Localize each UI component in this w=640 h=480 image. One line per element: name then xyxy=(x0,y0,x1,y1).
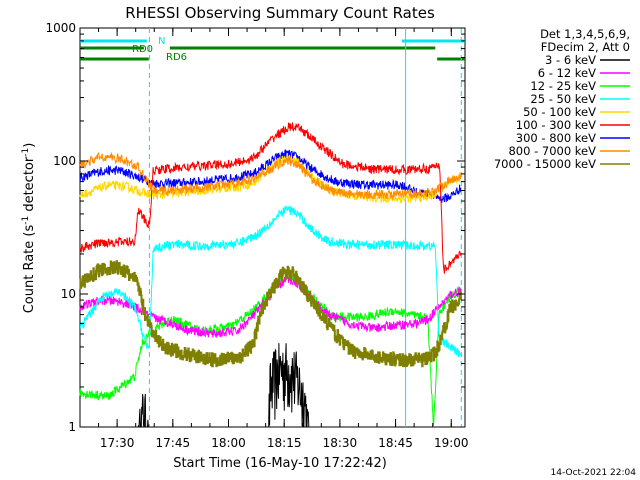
legend-label-8: 7000 - 15000 keV xyxy=(494,157,596,171)
legend: Det 1,3,4,5,6,9, FDecim 2, Att 0 3 - 6 k… xyxy=(494,27,630,171)
x-tick-label-3: 18:15 xyxy=(267,436,302,450)
x-tick-label-5: 18:45 xyxy=(378,436,413,450)
y-tick-label-2: 100 xyxy=(53,154,76,168)
series-layer xyxy=(79,122,462,428)
legend-label-4: 50 - 100 keV xyxy=(523,105,596,119)
plot-frame xyxy=(79,27,466,428)
y-tick-label-1: 10 xyxy=(61,287,76,301)
series-line-3 xyxy=(79,205,462,358)
x-tick-label-4: 18:30 xyxy=(323,436,358,450)
generation-timestamp: 14-Oct-2021 22:04 xyxy=(551,468,637,478)
legend-label-5: 100 - 300 keV xyxy=(516,118,596,132)
y-tick-label-0: 1 xyxy=(68,420,76,434)
legend-label-1: 6 - 12 keV xyxy=(538,66,596,80)
y-axis-label: Count Rate (s-1 detector-1) xyxy=(21,143,37,314)
rd6-flag-label: RD6 xyxy=(166,52,187,63)
x-axis-label: Start Time (16-May-10 17:22:42) xyxy=(173,456,387,471)
night-flag-label: N xyxy=(158,36,165,47)
x-tick-label-2: 18:00 xyxy=(211,436,246,450)
legend-label-0: 3 - 6 keV xyxy=(545,53,596,67)
legend-label-2: 12 - 25 keV xyxy=(530,79,596,93)
series-line-8 xyxy=(79,260,462,368)
x-tick-label-6: 19:00 xyxy=(434,436,469,450)
rd0-flag-label: RD0 xyxy=(132,44,153,55)
x-tick-label-1: 17:45 xyxy=(156,436,191,450)
legend-label-6: 300 - 800 keV xyxy=(516,131,596,145)
y-tick-label-3: 1000 xyxy=(45,21,76,35)
x-axis: 17:30 17:45 18:00 18:15 18:30 18:45 19:00 xyxy=(98,28,469,450)
legend-header-2: FDecim 2, Att 0 xyxy=(541,40,630,54)
x-tick-label-0: 17:30 xyxy=(100,436,135,450)
series-line-5 xyxy=(79,122,462,274)
legend-header-1: Det 1,3,4,5,6,9, xyxy=(540,27,630,41)
chart-title: RHESSI Observing Summary Count Rates xyxy=(125,4,435,22)
legend-label-7: 800 - 7000 keV xyxy=(508,144,596,158)
series-line-7 xyxy=(79,151,462,201)
y-axis: 1 10 100 1000 xyxy=(45,21,465,434)
series-line-6 xyxy=(79,149,462,203)
instrument-flags: N RD0 RD6 xyxy=(80,28,465,427)
legend-label-3: 25 - 50 keV xyxy=(530,92,596,106)
